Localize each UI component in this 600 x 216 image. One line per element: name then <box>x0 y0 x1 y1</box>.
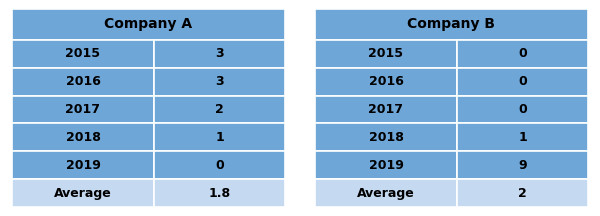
Bar <box>457 179 588 207</box>
Text: 2017: 2017 <box>368 103 403 116</box>
Bar <box>154 151 285 179</box>
Text: 2016: 2016 <box>65 75 100 88</box>
Text: Average: Average <box>357 187 415 200</box>
Bar <box>315 123 457 151</box>
Text: Company B: Company B <box>407 17 496 31</box>
Bar <box>315 40 457 68</box>
Bar <box>154 179 285 207</box>
Bar <box>12 9 285 40</box>
Bar <box>12 40 154 68</box>
Bar <box>12 68 154 95</box>
Bar <box>315 9 588 40</box>
Text: 2018: 2018 <box>368 131 403 144</box>
Bar <box>12 95 154 123</box>
Bar <box>154 95 285 123</box>
Bar <box>315 95 457 123</box>
Text: 2017: 2017 <box>65 103 100 116</box>
Text: 3: 3 <box>215 47 224 60</box>
Text: 1: 1 <box>215 131 224 144</box>
Text: 1.8: 1.8 <box>208 187 230 200</box>
Bar <box>457 151 588 179</box>
Bar <box>457 68 588 95</box>
Text: 2019: 2019 <box>65 159 100 172</box>
Bar <box>457 40 588 68</box>
Text: 2018: 2018 <box>65 131 100 144</box>
Bar <box>457 123 588 151</box>
Bar <box>12 179 154 207</box>
Text: 2016: 2016 <box>368 75 403 88</box>
Bar <box>154 68 285 95</box>
Text: 2: 2 <box>215 103 224 116</box>
Text: 3: 3 <box>215 75 224 88</box>
Bar <box>12 151 154 179</box>
Bar <box>315 68 457 95</box>
Text: 2015: 2015 <box>65 47 100 60</box>
Text: Company A: Company A <box>104 17 193 31</box>
Bar <box>154 40 285 68</box>
Bar <box>315 179 457 207</box>
Text: 2: 2 <box>518 187 527 200</box>
Text: 0: 0 <box>518 75 527 88</box>
Bar <box>315 151 457 179</box>
Bar <box>457 95 588 123</box>
Text: 9: 9 <box>518 159 527 172</box>
Text: 2015: 2015 <box>368 47 403 60</box>
Text: 0: 0 <box>518 103 527 116</box>
Text: 0: 0 <box>215 159 224 172</box>
Bar <box>154 123 285 151</box>
Text: 1: 1 <box>518 131 527 144</box>
Text: 0: 0 <box>518 47 527 60</box>
Text: Average: Average <box>54 187 112 200</box>
Bar <box>12 123 154 151</box>
Text: 2019: 2019 <box>368 159 403 172</box>
